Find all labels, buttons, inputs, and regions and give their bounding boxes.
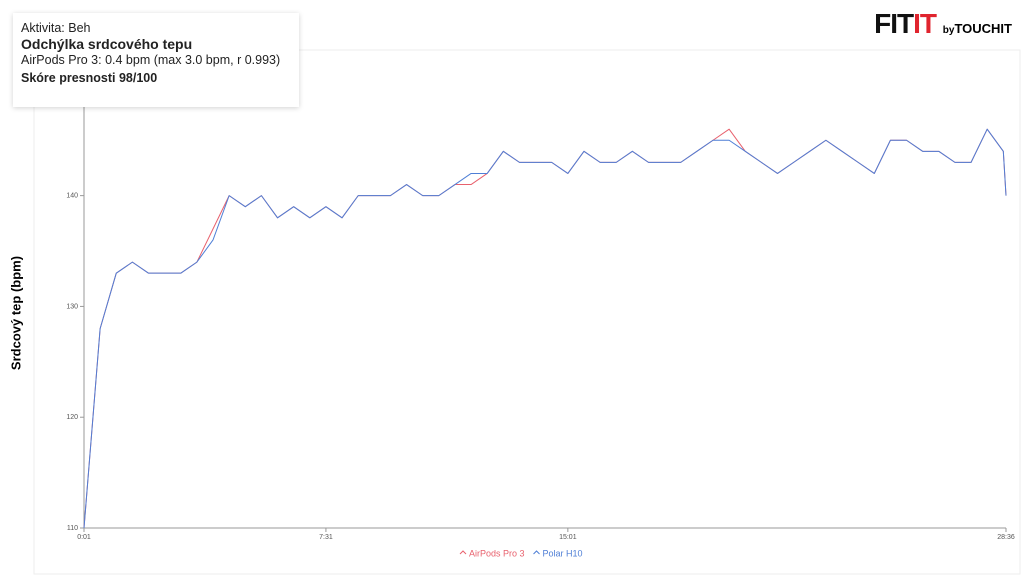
- y-tick-label: 110: [67, 525, 78, 532]
- legend-marker: [533, 550, 540, 555]
- logo-by: by: [942, 25, 955, 36]
- legend-marker: [459, 550, 467, 555]
- stats-title: Odchýlka srdcového tepu: [21, 36, 193, 52]
- logo-fit: FIT: [874, 8, 914, 39]
- y-tick-label: 130: [66, 303, 78, 310]
- chart-frame: [33, 49, 1021, 575]
- deviation: AirPods Pro 3: 0.4 bpm (max 3.0 bpm, r 0…: [21, 53, 281, 67]
- legend-label: AirPods Pro 3: [469, 548, 525, 558]
- x-tick-label: 15:01: [559, 534, 577, 541]
- stats-box: Aktivita: Beh Odchýlka srdcového tepu Ai…: [13, 13, 299, 107]
- x-tick-label: 0:01: [77, 534, 91, 541]
- y-tick-label: 120: [66, 414, 78, 421]
- score: Skóre presnosti 98/100: [21, 71, 158, 85]
- y-tick-label: 140: [66, 192, 78, 199]
- series-line: [83, 128, 1007, 529]
- logo: FITIT byTOUCHIT: [874, 8, 1012, 40]
- activity: Aktivita: Beh: [21, 21, 91, 35]
- legend-label: Polar H10: [543, 548, 583, 558]
- x-tick-label: 7:31: [319, 534, 333, 541]
- logo-it: IT: [913, 8, 937, 39]
- logo-touchit: TOUCHIT: [954, 21, 1012, 36]
- x-tick-label: 28:36: [997, 534, 1015, 541]
- y-axis-label: Srdcový tep (bpm): [8, 256, 23, 370]
